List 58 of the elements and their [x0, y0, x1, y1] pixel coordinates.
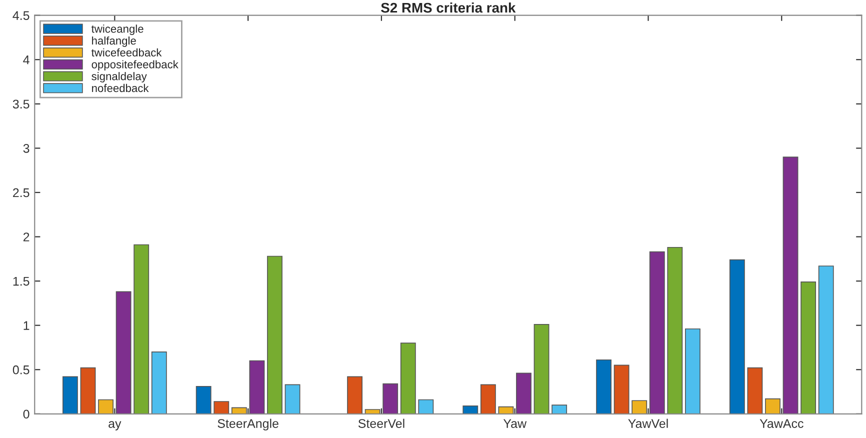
y-tick-label: 3.5 — [12, 100, 30, 109]
bar — [667, 246, 683, 414]
bar — [249, 360, 265, 414]
y-tick-label: 3 — [23, 144, 30, 153]
legend-label: twiceangle — [91, 24, 144, 35]
x-tick-label: Yaw — [503, 419, 527, 428]
bar — [116, 291, 132, 414]
bar — [649, 251, 665, 414]
x-tick-label: YawVel — [628, 418, 668, 428]
bar — [364, 409, 380, 414]
x-tick-label: SteerVel — [358, 418, 404, 428]
y-tick-label: 4 — [23, 56, 30, 64]
x-tick-label: YawAcc — [760, 419, 804, 428]
bar — [632, 400, 648, 414]
legend-label: oppositefeedback — [92, 60, 178, 71]
bar — [418, 399, 434, 414]
y-tick-label: 1 — [24, 321, 30, 330]
legend-label: twicefeedback — [91, 48, 162, 56]
y-tick-label: 1.5 — [13, 276, 30, 286]
bar — [80, 367, 96, 414]
bar — [267, 256, 282, 414]
x-tick-label: SteerAngle — [218, 418, 278, 430]
bar — [552, 404, 568, 414]
bar — [151, 351, 167, 414]
bar — [480, 384, 496, 414]
y-tick-label: 4.5 — [12, 11, 30, 20]
bar — [782, 156, 798, 414]
bar — [729, 259, 745, 414]
chart-title: S2 RMS criteria rank — [381, 2, 516, 13]
bar — [534, 324, 550, 414]
bar — [498, 406, 514, 414]
bar — [347, 376, 362, 414]
bar — [765, 398, 780, 414]
bar — [614, 364, 630, 414]
bar — [62, 376, 78, 414]
bar — [214, 401, 230, 414]
bar — [747, 367, 763, 414]
y-tick-label: 2.5 — [13, 188, 30, 198]
y-tick-label: 0 — [23, 410, 30, 419]
bar — [400, 342, 416, 414]
bar — [516, 372, 532, 414]
y-tick-label: 0.5 — [12, 365, 30, 374]
bar — [800, 282, 816, 414]
bar — [382, 383, 398, 414]
x-tick-label: ay — [108, 421, 122, 430]
bar — [684, 328, 700, 414]
bar — [596, 359, 612, 414]
bar — [98, 399, 114, 414]
legend-label: signaldelay — [92, 72, 147, 82]
bar — [462, 406, 478, 414]
bar — [231, 407, 247, 414]
bar — [196, 386, 212, 414]
bar — [818, 266, 834, 414]
legend-label: halfangle — [92, 36, 136, 47]
bar — [134, 244, 150, 414]
legend-label: nofeedback — [92, 84, 149, 92]
y-tick-label: 2 — [23, 232, 30, 242]
bar — [284, 384, 300, 414]
